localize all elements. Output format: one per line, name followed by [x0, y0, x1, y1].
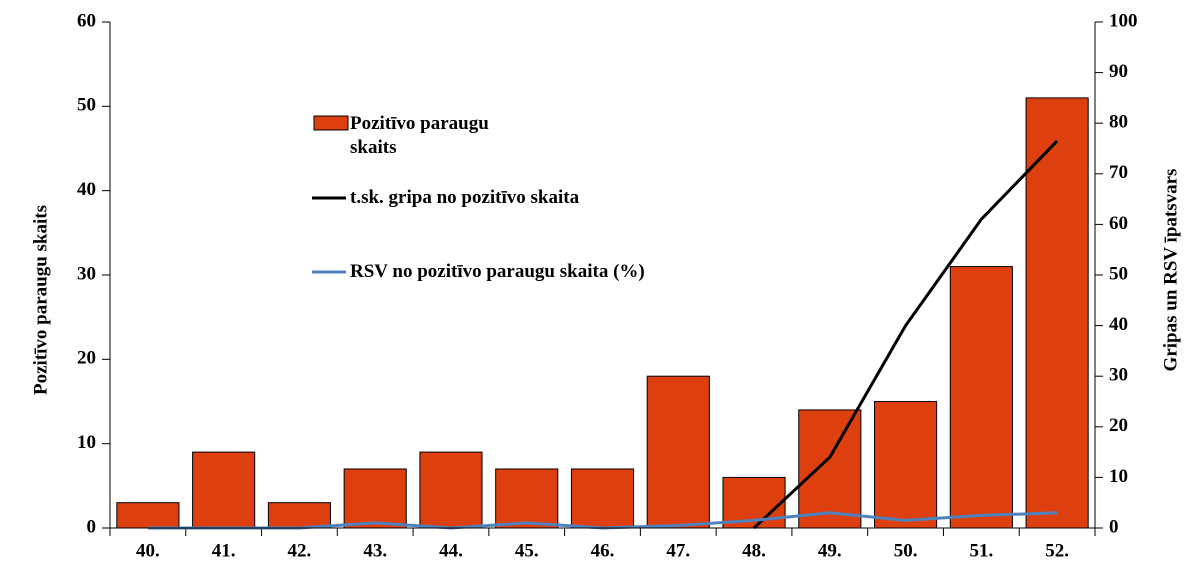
- bar: [192, 451, 256, 529]
- y2-tick-label: 50: [1109, 263, 1128, 284]
- x-tick-label: 40.: [136, 540, 160, 561]
- bar: [419, 451, 483, 529]
- x-tick-label: 52.: [1045, 540, 1069, 561]
- y2-tick-label: 30: [1109, 365, 1128, 386]
- y2-tick-label: 0: [1109, 516, 1119, 537]
- y-tick-label: 30: [77, 263, 96, 284]
- bar: [116, 502, 180, 529]
- legend-label: t.sk. gripa no pozitīvo skaita: [350, 187, 580, 208]
- x-tick-label: 41.: [212, 540, 236, 561]
- y2-tick-label: 60: [1109, 213, 1128, 234]
- y-tick-label: 0: [87, 516, 97, 537]
- y-axis-label: Pozitīvo paraugu skaits: [30, 205, 51, 395]
- bar: [798, 409, 862, 529]
- y-tick-label: 50: [77, 95, 96, 116]
- bar: [495, 468, 559, 529]
- line: [752, 139, 1059, 530]
- y2-tick-label: 80: [1109, 112, 1128, 133]
- x-tick-label: 46.: [591, 540, 615, 561]
- y2-tick-label: 90: [1109, 61, 1128, 82]
- bar: [343, 468, 407, 529]
- x-tick-label: 49.: [818, 540, 842, 561]
- x-tick-label: 44.: [439, 540, 463, 561]
- x-tick-label: 48.: [742, 540, 766, 561]
- bar: [570, 468, 635, 529]
- legend-label: Pozitīvo paraugu skaits: [350, 113, 489, 158]
- y-tick-label: 60: [77, 10, 96, 31]
- y2-tick-label: 10: [1109, 466, 1128, 487]
- y2-tick-label: 70: [1109, 162, 1128, 183]
- y-tick-label: 40: [77, 179, 96, 200]
- bar: [949, 266, 1013, 529]
- legend-swatch: [313, 115, 349, 131]
- y-tick-label: 10: [77, 432, 96, 453]
- x-tick-label: 51.: [969, 540, 993, 561]
- y2-tick-label: 40: [1109, 314, 1128, 335]
- x-tick-label: 50.: [894, 540, 918, 561]
- bar: [646, 375, 710, 529]
- bar: [267, 502, 331, 529]
- x-tick-label: 42.: [288, 540, 312, 561]
- y2-axis-label: Gripas un RSV īpatsvars: [1160, 169, 1181, 372]
- y-tick-label: 20: [77, 348, 96, 369]
- y2-tick-label: 100: [1109, 10, 1138, 31]
- y2-tick-label: 20: [1109, 415, 1128, 436]
- x-tick-label: 43.: [363, 540, 387, 561]
- bar: [1025, 97, 1089, 529]
- x-tick-label: 45.: [515, 540, 539, 561]
- bar: [874, 401, 938, 529]
- x-tick-label: 47.: [666, 540, 690, 561]
- legend-label: RSV no pozitīvo paraugu skaita (%): [350, 261, 645, 282]
